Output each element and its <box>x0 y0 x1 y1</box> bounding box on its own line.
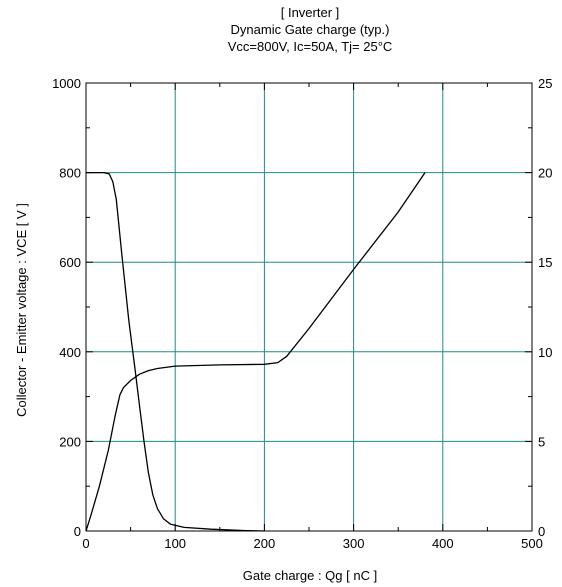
y-tick-label: 200 <box>59 434 81 449</box>
y2-tick-label: 25 <box>538 76 552 91</box>
x-tick-label: 500 <box>521 536 543 551</box>
axis-layer: 0 100 200 300 400 500020040060080010000510152… <box>52 76 552 551</box>
y2-tick-label: 20 <box>538 166 552 181</box>
y2-tick-label: 15 <box>538 255 552 270</box>
chart-title-line-2: Dynamic Gate charge (typ.) <box>230 22 390 37</box>
chart-title-line-1: [ Inverter ] <box>280 5 340 20</box>
y-tick-label: 1000 <box>52 76 81 91</box>
series-line-2 <box>85 172 426 532</box>
y-tick-label: 400 <box>59 345 81 360</box>
y-tick-label: 0 <box>74 524 81 539</box>
x-axis-label: Gate charge : Qg [ nC ] <box>243 568 377 583</box>
y-tick-label: 800 <box>59 166 81 181</box>
x-tick-label: 300 <box>343 536 365 551</box>
grid-layer <box>86 83 532 531</box>
chart-title: [ Inverter ] Dynamic Gate charge (typ.) … <box>0 4 562 55</box>
x-tick-label: 100 <box>164 536 186 551</box>
series-layer <box>85 171 426 532</box>
x-tick-label: 200 <box>254 536 276 551</box>
x-tick-label: 400 <box>432 536 454 551</box>
plot-frame <box>85 82 533 532</box>
y2-tick-label: 5 <box>538 434 545 449</box>
y-axis-label: Collector - Emitter voltage : VCE [ V ] <box>14 203 29 417</box>
y2-tick-label: 10 <box>538 345 552 360</box>
y-tick-label: 600 <box>59 255 81 270</box>
chart-title-line-3: Vcc=800V, Ic=50A, Tj= 25°C <box>227 39 393 54</box>
x-tick-label: 0 <box>82 536 89 551</box>
series-line-1 <box>86 171 265 532</box>
y2-tick-label: 0 <box>538 524 545 539</box>
